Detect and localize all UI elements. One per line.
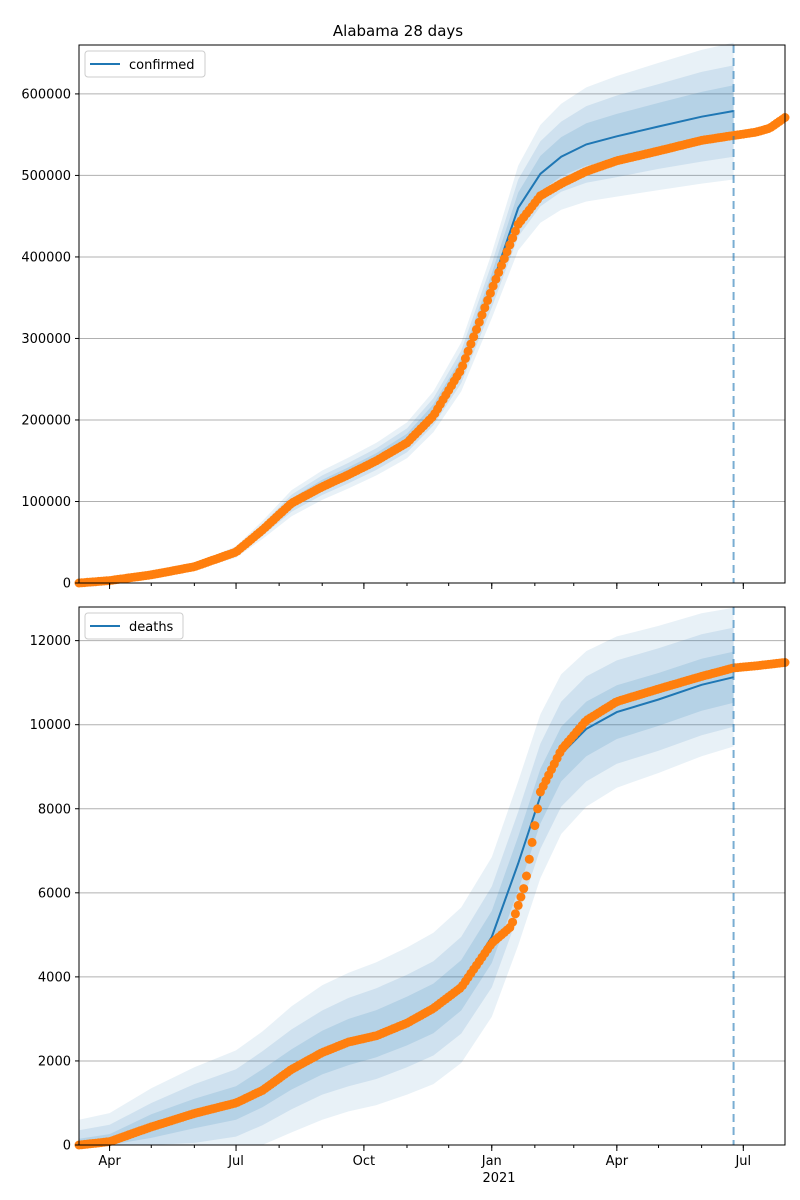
uncertainty-band [79, 651, 734, 1145]
observed-point [458, 361, 468, 371]
observed-point [485, 288, 495, 298]
y-tick-label: 12000 [30, 634, 71, 649]
x-tick-label: Jul [227, 1154, 244, 1169]
panel-deaths: 0 2000 4000 6000 8000 10000 12000 Apr Jul Oct Jan… [30, 606, 790, 1186]
observed-point [510, 909, 520, 919]
plot-frame [78, 606, 786, 1146]
legend-label: confirmed [129, 58, 195, 73]
x-axis-ticks [109, 583, 744, 589]
observed-point [477, 310, 487, 320]
observed-point [530, 821, 540, 831]
observed-point [516, 892, 526, 902]
observed-points [74, 113, 790, 588]
observed-point [463, 346, 473, 356]
observed-point [460, 354, 470, 363]
observed-point [527, 837, 537, 847]
observed-point [488, 281, 498, 291]
y-tick-label: 4000 [38, 970, 71, 985]
observed-point [469, 332, 479, 342]
y-tick-label: 600000 [21, 87, 71, 102]
uncertainty-band [79, 65, 734, 583]
y-tick-label: 0 [63, 577, 71, 592]
x-tick-label: Jan [481, 1154, 502, 1169]
observed-point [494, 267, 504, 277]
observed-point [508, 917, 518, 927]
legend-box [84, 612, 184, 640]
observed-point [533, 804, 543, 814]
observed-point [502, 247, 512, 257]
legend-box [84, 50, 206, 78]
observed-points [74, 658, 790, 1150]
uncertainty-band [79, 85, 734, 584]
panel-confirmed: 0 100000 200000 300000 400000 500000 600000 co… [21, 42, 790, 592]
observed-point [497, 261, 506, 270]
observed-point [519, 884, 529, 894]
y-tick-label: 400000 [21, 250, 71, 265]
y-tick-label: 100000 [21, 495, 71, 510]
y-tick-label: 2000 [38, 1054, 71, 1069]
y-tick-label: 6000 [38, 886, 71, 901]
y-tick-label: 500000 [21, 169, 71, 184]
y-tick-label: 0 [63, 1139, 71, 1154]
y-tick-label: 200000 [21, 413, 71, 428]
legend: confirmed [84, 50, 206, 78]
x-axis-ticks: Apr Jul Oct Jan Apr Jul [98, 1145, 751, 1169]
legend: deaths [84, 612, 184, 640]
observed-point [472, 325, 481, 334]
y-gridlines [79, 640, 785, 1062]
observed-point [474, 317, 484, 327]
observed-point [522, 871, 531, 881]
x-tick-label: Oct [353, 1154, 375, 1169]
y-tick-label: 8000 [38, 802, 71, 817]
observed-point [480, 303, 490, 313]
observed-point [466, 339, 476, 349]
uncertainty-band [79, 627, 734, 1145]
x-tick-label: Jul [734, 1154, 751, 1169]
y-axis-ticks: 0 100000 200000 300000 400000 500000 600000 [21, 87, 79, 592]
x-tick-label: Apr [606, 1154, 629, 1169]
observed-point [524, 854, 534, 864]
plot-frame [78, 44, 786, 584]
observed-point [513, 900, 523, 910]
x-tick-label: Apr [98, 1154, 121, 1169]
x-year-label: 2021 [482, 1171, 515, 1186]
legend-label: deaths [129, 620, 174, 635]
y-tick-label: 300000 [21, 332, 71, 347]
observed-point [510, 226, 520, 236]
observed-point [491, 274, 501, 284]
observed-point [508, 233, 518, 243]
y-tick-label: 10000 [30, 718, 71, 733]
observed-point [505, 240, 515, 250]
observed-point [483, 295, 493, 305]
chart-title: Alabama 28 days [333, 22, 463, 40]
observed-point [499, 254, 509, 264]
y-axis-ticks: 0 2000 4000 6000 8000 10000 12000 [30, 634, 79, 1154]
